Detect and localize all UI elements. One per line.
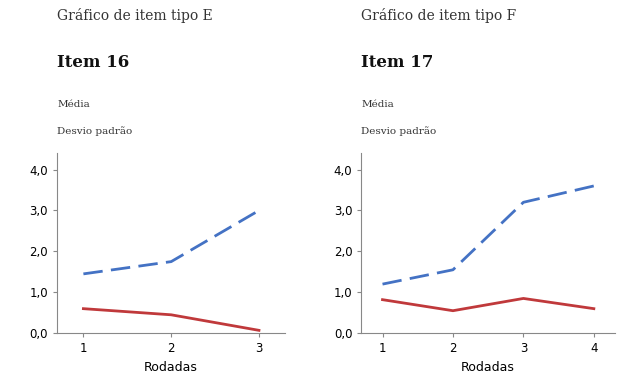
Text: Gráfico de item tipo F: Gráfico de item tipo F — [361, 8, 517, 23]
X-axis label: Rodadas: Rodadas — [145, 361, 198, 374]
X-axis label: Rodadas: Rodadas — [462, 361, 515, 374]
Text: Item 16: Item 16 — [57, 54, 129, 70]
Text: Média: Média — [361, 100, 394, 108]
Text: Média: Média — [57, 100, 90, 108]
Text: Gráfico de item tipo E: Gráfico de item tipo E — [57, 8, 213, 23]
Text: Item 17: Item 17 — [361, 54, 434, 70]
Text: Desvio padrão: Desvio padrão — [57, 126, 133, 136]
Text: Desvio padrão: Desvio padrão — [361, 126, 437, 136]
